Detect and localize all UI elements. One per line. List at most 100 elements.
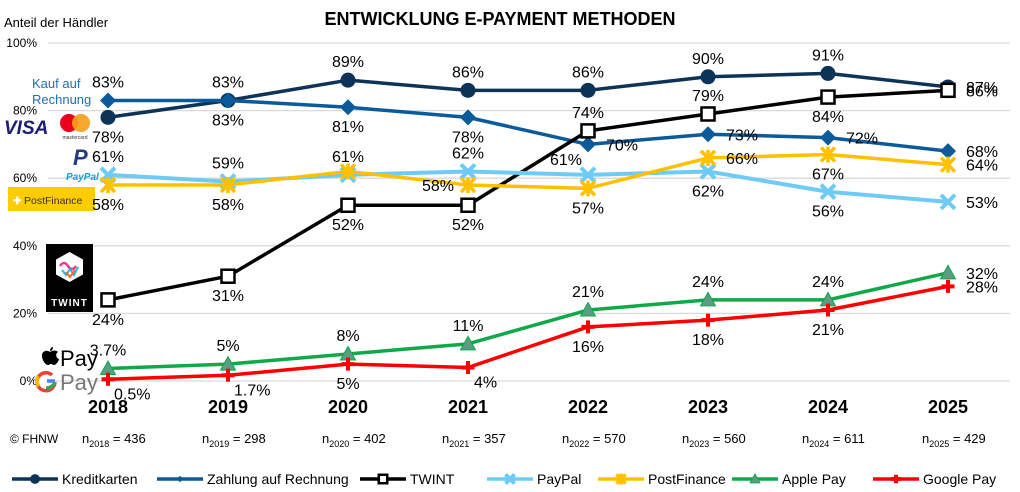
- legend-item-zahlung-auf-rechnung: Zahlung auf Rechnung: [157, 471, 349, 487]
- data-point-star: [339, 163, 357, 180]
- legend-label: Apple Pay: [782, 471, 846, 487]
- data-label: 31%: [212, 288, 244, 305]
- data-point-triangle: [579, 301, 597, 317]
- data-point-square: [820, 89, 836, 105]
- data-label: 5%: [216, 338, 239, 355]
- y-tick-label: 100%: [6, 36, 37, 50]
- series-line: [107, 88, 949, 302]
- legend-marker: [377, 473, 389, 485]
- data-point-star: [939, 156, 957, 173]
- data-label: 86%: [966, 83, 998, 100]
- sample-size-label: n2023 = 560: [682, 431, 746, 449]
- data-label: 83%: [212, 112, 244, 129]
- data-point-plus: [461, 360, 475, 374]
- data-point-x: [819, 183, 837, 201]
- y-axis-ticks: 0% 20% 40% 60% 80% 100%: [6, 36, 37, 388]
- data-point-plus: [941, 279, 955, 293]
- data-point-plus: [221, 368, 235, 382]
- legend-label: Zahlung auf Rechnung: [207, 471, 349, 487]
- data-label: 87%: [966, 80, 998, 97]
- data-point-diamond: [100, 92, 116, 109]
- logo-kauf-auf-rechnung: Kauf auf Rechnung: [32, 76, 91, 107]
- legend-marker: [891, 474, 901, 484]
- legend-item-google-pay: Google Pay: [873, 471, 996, 487]
- data-point-circle: [460, 82, 476, 98]
- legend-label: Google Pay: [923, 471, 996, 487]
- data-label: 90%: [692, 51, 724, 68]
- data-label: 83%: [212, 74, 244, 91]
- legend-marker: [749, 473, 761, 484]
- data-point-star: [699, 149, 717, 167]
- data-label: 24%: [692, 274, 724, 291]
- mastercard-icon: mastercard: [60, 114, 90, 141]
- data-label: 72%: [846, 131, 878, 148]
- data-label: 91%: [812, 47, 844, 64]
- data-label: 58%: [92, 197, 124, 214]
- series-line: [108, 98, 949, 153]
- data-label: 89%: [332, 54, 364, 71]
- logo-google-pay: Pay: [35, 370, 98, 395]
- x-tick-label: 2020: [328, 397, 368, 417]
- series-twint: [100, 82, 956, 308]
- logo-paypal: P PayPal: [66, 145, 99, 183]
- y-tick-label: 0%: [20, 374, 38, 388]
- x-tick-label: 2019: [208, 397, 248, 417]
- series-group: [99, 65, 957, 386]
- x-tick-label: 2018: [88, 397, 128, 417]
- data-label: 78%: [452, 129, 484, 146]
- logo-visa-mastercard: VISA mastercard: [4, 114, 90, 141]
- data-label: 11%: [453, 318, 484, 335]
- x-tick-label: 2021: [448, 397, 488, 417]
- data-point-diamond: [220, 92, 236, 109]
- data-label: 58%: [212, 197, 244, 214]
- data-point-x: [939, 193, 957, 211]
- sample-size-label: n2024 = 611: [802, 431, 865, 449]
- data-label: 53%: [966, 195, 998, 212]
- series-line: [107, 71, 949, 120]
- legend-marker: [30, 474, 40, 484]
- data-point-star: [219, 176, 237, 194]
- data-label: 8%: [336, 328, 359, 345]
- data-point-square: [940, 82, 956, 99]
- legend-item-postfinance: PostFinance: [598, 471, 726, 487]
- legend-marker: [504, 473, 516, 485]
- x-axis-ticks: 2018 2019 2020 2021 2022 2023 2024 2025: [88, 397, 968, 417]
- data-label: 61%: [332, 149, 364, 166]
- visa-logo: VISA: [4, 118, 48, 139]
- data-label: 52%: [332, 217, 364, 234]
- postfinance-plus-icon: ✚: [13, 196, 22, 207]
- data-label: 62%: [452, 145, 484, 162]
- data-point-triangle: [459, 335, 477, 351]
- data-label: 57%: [572, 200, 604, 217]
- data-point-circle: [820, 65, 836, 81]
- sample-size-label: n2018 = 436: [82, 431, 146, 449]
- chart-title: ENTWICKLUNG E-PAYMENT METHODEN: [325, 9, 676, 29]
- data-point-diamond: [820, 129, 836, 146]
- data-labels: 78%83%89%86% 86%90% 91%87%83% 83%81%78% 70%7…: [90, 47, 998, 403]
- x-tick-label: 2024: [808, 397, 848, 417]
- data-point-square: [100, 292, 116, 308]
- legend-label: PayPal: [537, 471, 581, 487]
- data-label: 86%: [572, 64, 604, 81]
- gridlines: [48, 42, 1010, 382]
- data-point-diamond: [580, 136, 596, 153]
- data-point-plus: [821, 303, 835, 317]
- data-point-star: [819, 146, 837, 163]
- paypal-p-icon: P: [73, 145, 88, 170]
- data-point-diamond: [460, 109, 476, 126]
- data-label: 5%: [336, 376, 359, 393]
- legend-item-apple-pay: Apple Pay: [732, 471, 846, 487]
- data-point-plus: [581, 320, 595, 334]
- postfinance-logo-text: PostFinance: [24, 195, 83, 207]
- legend-item-paypal: PayPal: [487, 471, 581, 487]
- data-label: 32%: [966, 266, 998, 283]
- y-tick-label: 80%: [13, 104, 37, 118]
- data-point-diamond: [700, 126, 716, 143]
- google-pay-text: Pay: [60, 370, 98, 395]
- legend-marker: [176, 475, 184, 483]
- sample-size-label: n2025 = 429: [922, 431, 986, 449]
- data-label: 74%: [572, 105, 604, 122]
- series-paypal: [99, 163, 957, 211]
- data-label: 21%: [572, 284, 604, 301]
- data-point-circle: [100, 109, 116, 125]
